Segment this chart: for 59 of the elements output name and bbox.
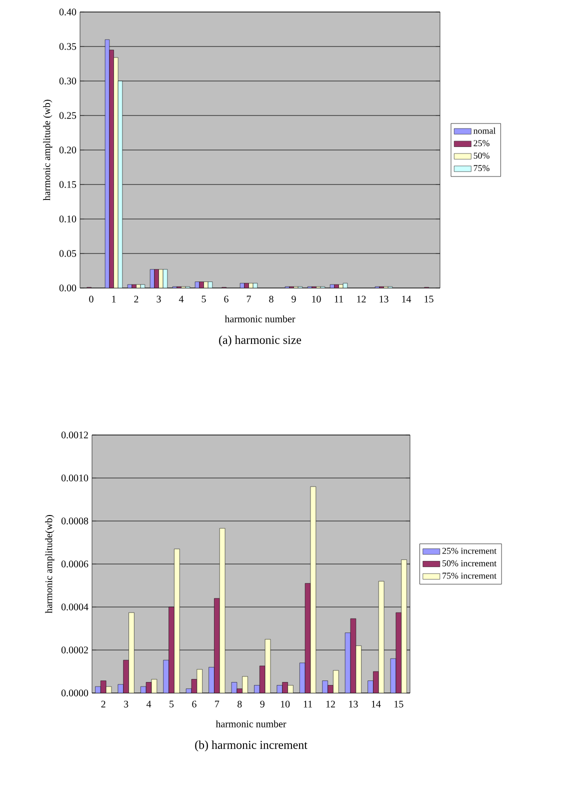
y-tick-label: 0.10 (59, 216, 76, 222)
x-tick-label: 2 (134, 296, 138, 302)
x-tick-label: 13 (380, 296, 388, 302)
legend-label: 75% (474, 165, 490, 172)
x-tick-label: 10 (280, 700, 290, 708)
x-tick-label: 9 (260, 700, 264, 708)
y-tick-label: 0.15 (59, 181, 76, 188)
x-tick-label: 14 (402, 296, 412, 302)
y-tick-label: 0.35 (59, 43, 76, 50)
x-tick-label: 3 (124, 700, 128, 708)
x-tick-label: 7 (215, 700, 220, 708)
x-tick-label: 7 (246, 296, 251, 302)
x-tick-label: 4 (178, 296, 184, 302)
x-tick-label: 13 (349, 700, 358, 708)
x-tick-label: 5 (170, 700, 174, 708)
x-tick-label: 5 (202, 296, 206, 302)
y-tick-label: 0.0010 (61, 474, 88, 482)
x-axis-title: harmonic number (224, 315, 296, 322)
text: (b) harmonic increment (195, 740, 308, 752)
x-tick-label: 0 (89, 296, 94, 302)
x-tick-label: 12 (357, 296, 366, 302)
x-tick-label: 4 (146, 700, 152, 708)
legend-label: 50% (474, 152, 490, 159)
x-tick-label: 6 (224, 296, 228, 302)
y-tick-label: 0.40 (59, 8, 76, 16)
y-tick-label: 0.0008 (61, 518, 88, 524)
y-axis-title: harmonic amplitude(wb) (45, 515, 54, 614)
legend-label: 50% increment (442, 560, 497, 566)
y-tick-label: 0.0000 (61, 690, 88, 696)
x-axis-title: harmonic number (216, 720, 286, 728)
x-tick-label: 2 (101, 700, 106, 708)
x-tick-label: 11 (334, 296, 343, 302)
y-tick-label: 0.0006 (61, 560, 88, 568)
text: (a) harmonic size (219, 336, 302, 346)
y-tick-label: 0.25 (59, 112, 76, 119)
y-tick-label: 0.00 (59, 284, 76, 292)
x-tick-label: 12 (326, 700, 335, 708)
x-tick-label: 10 (312, 296, 321, 302)
x-tick-label: 6 (192, 700, 196, 708)
y-tick-label: 0.20 (59, 146, 76, 154)
y-tick-label: 0.0002 (61, 646, 88, 654)
x-tick-label: 8 (269, 296, 274, 302)
legend-label: 25% (474, 140, 490, 146)
y-tick-label: 0.30 (59, 78, 76, 84)
x-tick-label: 1 (112, 296, 116, 302)
x-tick-label: 14 (372, 700, 381, 708)
x-tick-label: 8 (238, 700, 242, 708)
y-axis-title: harmonic amplitude (wb) (43, 100, 52, 201)
legend-label: 75% increment (442, 572, 497, 579)
x-tick-label: 9 (292, 296, 296, 302)
x-tick-label: 15 (394, 700, 404, 708)
y-tick-label: 0.0004 (61, 604, 88, 610)
x-tick-label: 11 (304, 700, 312, 708)
x-tick-label: 3 (156, 296, 161, 302)
y-tick-label: 0.0012 (61, 432, 88, 438)
y-tick-label: 0.05 (59, 250, 76, 257)
legend-label: nomal (473, 127, 496, 134)
x-tick-label: 15 (424, 296, 434, 302)
legend-label: 25% increment (442, 548, 497, 554)
